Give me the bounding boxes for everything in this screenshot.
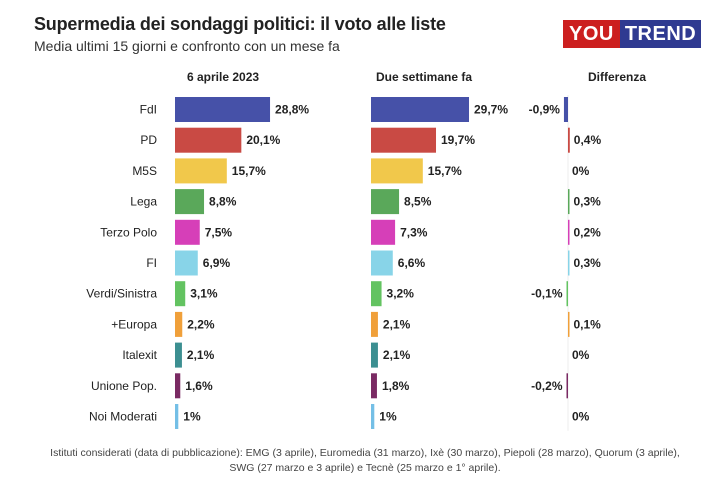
category-label: PD [140,133,157,147]
data-label-difference: 0,4% [574,133,602,147]
data-label-previous: 1,8% [382,379,410,393]
data-label-previous: 19,7% [441,133,475,147]
bar-previous [371,373,377,399]
chart-title: Supermedia dei sondaggi politici: il vot… [34,14,446,34]
bar-difference [566,373,568,399]
category-label: FI [146,256,157,270]
data-label-current: 15,7% [232,164,266,178]
data-label-difference: 0,3% [574,195,602,209]
category-label: Verdi/Sinistra [86,287,157,301]
bar-difference [568,127,570,153]
category-label: Italexit [122,348,157,362]
column-header-difference: Differenza [588,70,647,84]
bar-previous [371,219,396,245]
data-label-difference: 0,2% [574,225,602,239]
data-label-difference: -0,1% [531,287,563,301]
bar-current [175,373,181,399]
data-label-previous: 29,7% [474,103,508,117]
data-label-difference: 0,3% [574,256,602,270]
bar-difference [568,219,570,245]
logo-trend-text: TREND [619,20,702,48]
bar-difference [566,281,568,307]
bar-previous [371,189,400,215]
data-label-current: 28,8% [275,103,309,117]
logo-you-text: YOU [563,20,620,48]
category-label: FdI [140,103,157,117]
data-label-current: 2,1% [187,348,215,362]
column-header-previous: Due settimane fa [376,70,473,84]
category-label: Terzo Polo [100,225,157,239]
data-label-current: 1,6% [185,379,213,393]
bar-previous [371,342,378,368]
bar-current [175,311,183,337]
youtrend-logo: YOU TREND [563,20,702,48]
data-label-current: 6,9% [203,256,231,270]
data-label-previous: 7,3% [400,225,428,239]
bar-current [175,158,227,184]
bar-previous [371,281,382,307]
chart-subtitle: Media ultimi 15 giorni e confronto con u… [34,38,340,54]
data-label-current: 3,1% [190,287,218,301]
data-label-previous: 15,7% [428,164,462,178]
bar-previous [371,97,470,122]
data-label-current: 7,5% [205,225,233,239]
bar-difference [568,311,570,337]
data-label-previous: 2,1% [383,348,411,362]
bar-previous [371,158,423,184]
footnote: Istituti considerati (data di pubblicazi… [50,447,680,474]
data-label-previous: 6,6% [398,256,426,270]
column-header-current: 6 aprile 2023 [187,70,260,84]
bar-previous [371,127,437,153]
bar-current [175,219,200,245]
data-label-current: 1% [183,410,201,424]
bar-previous [371,311,378,337]
bar-difference [568,189,570,215]
data-label-difference: -0,2% [531,379,563,393]
bar-difference [563,97,568,122]
category-label: Lega [130,195,157,209]
data-label-difference: 0% [572,164,590,178]
bar-current [175,97,271,122]
data-label-current: 8,8% [209,195,237,209]
data-label-previous: 1% [379,410,397,424]
bar-current [175,342,182,368]
category-label: M5S [132,164,157,178]
bar-current [175,127,242,153]
data-label-difference: 0,1% [574,317,602,331]
category-label: +Europa [111,317,157,331]
data-label-difference: 0% [572,348,590,362]
bar-previous [371,404,375,429]
data-label-current: 2,2% [187,317,215,331]
data-label-difference: -0,9% [529,103,561,117]
data-label-previous: 8,5% [404,195,432,209]
bar-previous [371,250,393,276]
data-label-current: 20,1% [246,133,280,147]
data-label-previous: 2,1% [383,317,411,331]
bar-current [175,404,179,429]
data-label-difference: 0% [572,410,590,424]
bar-current [175,250,198,276]
bar-current [175,281,186,307]
category-label: Noi Moderati [89,410,157,424]
data-label-previous: 3,2% [387,287,415,301]
category-label: Unione Pop. [91,379,157,393]
bar-current [175,189,205,215]
bar-difference [568,250,570,276]
